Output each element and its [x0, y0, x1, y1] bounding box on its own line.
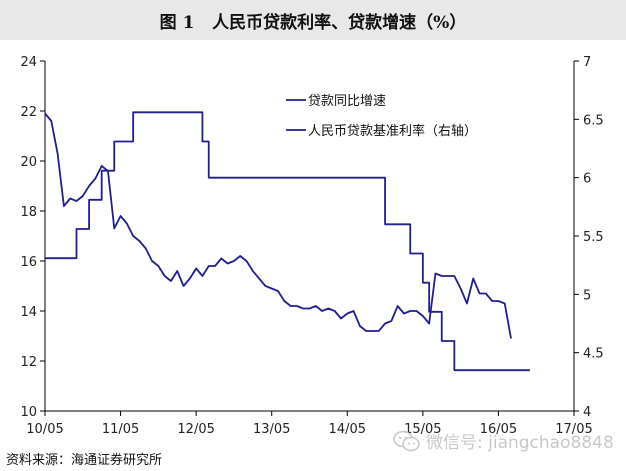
y-left-tick-label: 10 — [20, 405, 37, 420]
y-right-tick-label: 5 — [583, 288, 591, 303]
x-tick-label: 11/05 — [102, 422, 139, 437]
x-tick-label: 17/05 — [555, 422, 592, 437]
figure-label: 图 1 — [159, 12, 195, 33]
y-left-tick-label: 24 — [20, 55, 37, 70]
y-right-tick-label: 5.5 — [583, 230, 604, 245]
x-tick-label: 13/05 — [253, 422, 290, 437]
x-tick-label: 15/05 — [404, 422, 441, 437]
benchmark-rate-step-line — [45, 111, 530, 372]
y-left-tick-label: 16 — [20, 255, 37, 270]
watermark: 微信号: jiangchao8848 — [392, 428, 614, 453]
y-left-tick-label: 18 — [20, 205, 37, 220]
y-left-tick-label: 22 — [20, 105, 37, 120]
chart-title: 图 1 人民币贷款利率、贷款增速（%） — [160, 8, 467, 33]
y-left-tick-label: 20 — [20, 155, 37, 170]
title-text: 人民币贷款利率、贷款增速（%） — [212, 12, 467, 33]
x-tick-label: 10/05 — [26, 422, 63, 437]
x-tick-label: 16/05 — [480, 422, 517, 437]
source-note: 资料来源：海通证券研究所 — [6, 453, 163, 468]
line-chart: 10 12 14 16 18 20 22 24 4 4.5 5 5.5 6 6.5 7 10/05 11/05 1… — [20, 55, 604, 437]
y-right-tick-label: 4.5 — [583, 347, 604, 362]
watermark-text: 微信号: jiangchao8848 — [426, 433, 614, 453]
x-tick-label: 14/05 — [329, 422, 366, 437]
y-left-tick-label: 12 — [20, 355, 37, 370]
y-right-tick-label: 6.5 — [583, 113, 604, 128]
x-tick-label: 12/05 — [177, 422, 214, 437]
loan-growth-line — [44, 112, 512, 339]
wechat-icon — [393, 430, 420, 451]
y-right-tick-label: 6 — [583, 172, 591, 187]
y-left-tick-label: 14 — [20, 305, 37, 320]
legend-label-2: 人民币贷款基准利率（右轴） — [308, 123, 477, 139]
legend-label-1: 贷款同比增速 — [308, 94, 386, 109]
y-right-tick-label: 7 — [583, 55, 591, 70]
chart-title-bar: 图 1 人民币贷款利率、贷款增速（%） — [0, 0, 626, 40]
y-right-tick-label: 4 — [583, 405, 591, 420]
